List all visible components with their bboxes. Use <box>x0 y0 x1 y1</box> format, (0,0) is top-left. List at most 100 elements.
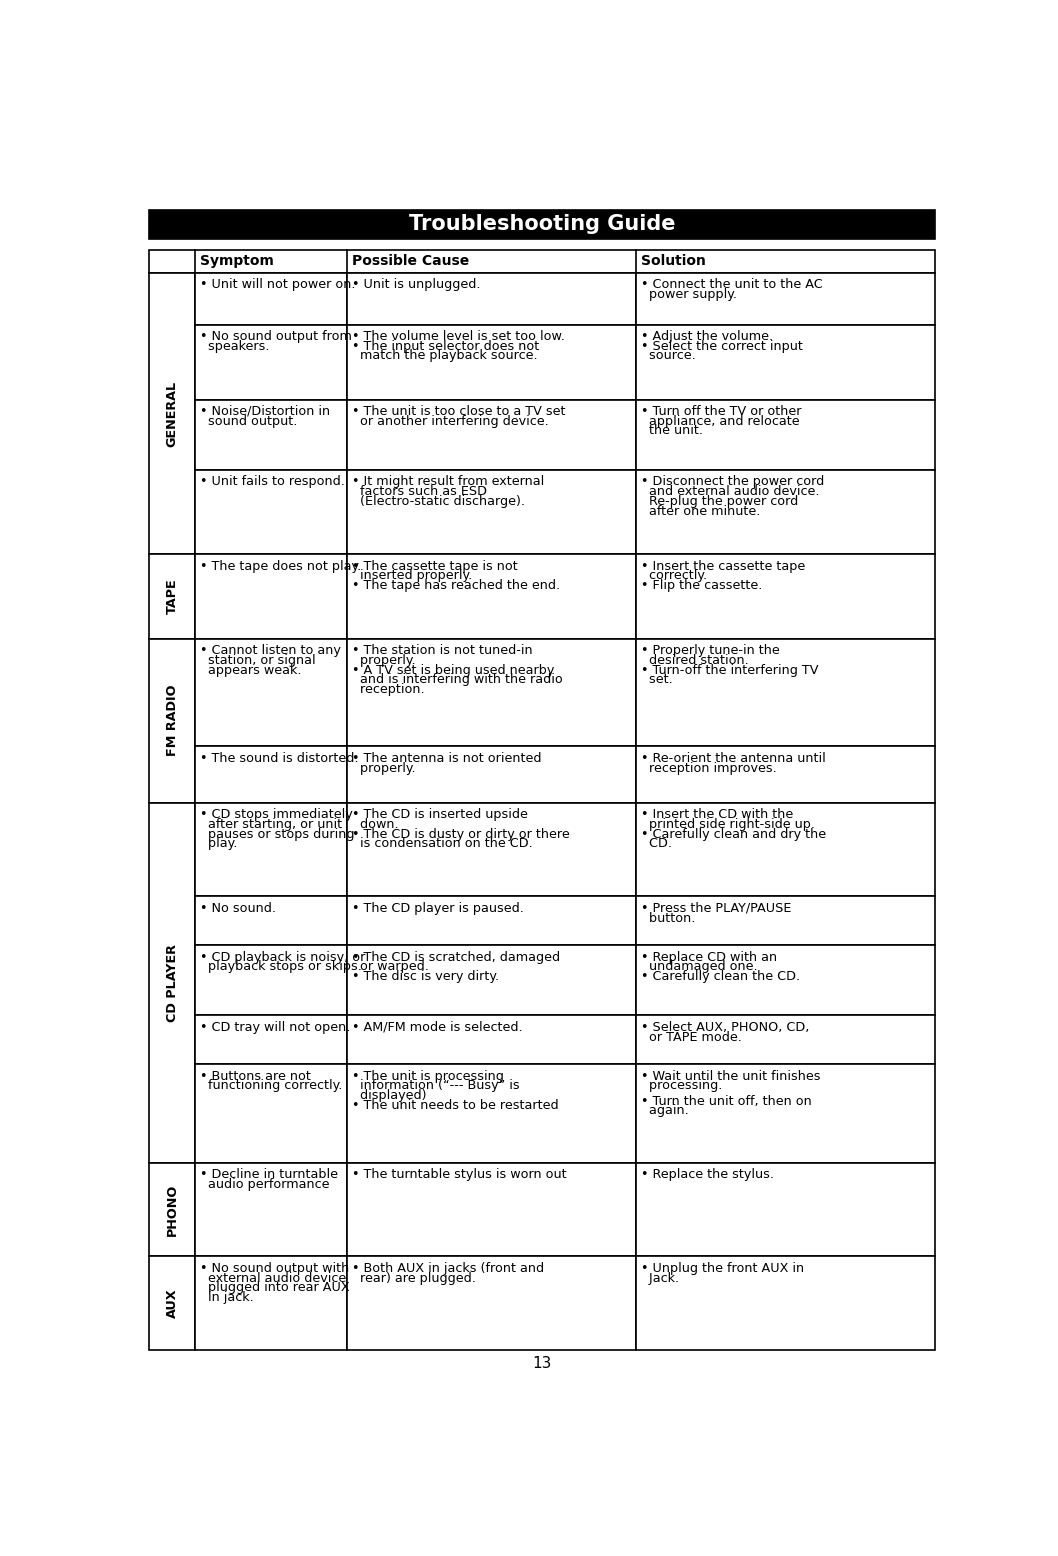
Text: • Carefully clean and dry the: • Carefully clean and dry the <box>641 828 826 840</box>
Text: appears weak.: appears weak. <box>200 663 302 677</box>
Text: TAPE: TAPE <box>166 579 179 615</box>
Bar <box>347 1256 636 1351</box>
Bar <box>195 272 347 325</box>
Text: • The unit is too close to a TV set: • The unit is too close to a TV set <box>352 405 565 419</box>
Text: • Replace the stylus.: • Replace the stylus. <box>641 1169 774 1181</box>
Text: down.: down. <box>352 818 399 831</box>
Text: button.: button. <box>641 912 695 924</box>
Text: • Turn the unit off, then on: • Turn the unit off, then on <box>641 1094 811 1108</box>
Text: • Press the PLAY/PAUSE: • Press the PLAY/PAUSE <box>641 902 791 915</box>
Text: • No sound output from: • No sound output from <box>200 330 352 342</box>
Text: • It might result from external: • It might result from external <box>352 475 544 489</box>
Text: processing.: processing. <box>641 1080 723 1092</box>
Text: • The volume level is set too low.: • The volume level is set too low. <box>352 330 565 342</box>
Text: external audio device: external audio device <box>200 1271 347 1285</box>
Text: • The unit needs to be restarted: • The unit needs to be restarted <box>352 1099 559 1113</box>
Text: play.: play. <box>200 837 238 851</box>
Bar <box>347 944 636 1016</box>
Text: CD.: CD. <box>641 837 672 851</box>
Text: inserted properly.: inserted properly. <box>352 569 472 582</box>
Bar <box>347 1162 636 1256</box>
Text: • The cassette tape is not: • The cassette tape is not <box>352 560 517 573</box>
Bar <box>195 1256 347 1351</box>
Text: • The unit is processing: • The unit is processing <box>352 1069 504 1083</box>
Text: • Noise/Distortion in: • Noise/Distortion in <box>200 405 330 419</box>
Bar <box>636 896 935 944</box>
Bar <box>347 1064 636 1162</box>
Text: reception.: reception. <box>352 683 424 696</box>
Bar <box>195 470 347 554</box>
Text: CD PLAYER: CD PLAYER <box>166 944 179 1022</box>
Text: in jack.: in jack. <box>200 1291 254 1304</box>
Text: • A TV set is being used nearby: • A TV set is being used nearby <box>352 663 554 677</box>
Text: 13: 13 <box>532 1355 552 1371</box>
Text: • No sound output with: • No sound output with <box>200 1262 349 1274</box>
Text: correctly.: correctly. <box>641 569 708 582</box>
Text: • No sound.: • No sound. <box>200 902 276 915</box>
Bar <box>347 638 636 747</box>
Text: • Unit is unplugged.: • Unit is unplugged. <box>352 279 480 291</box>
Text: Troubleshooting Guide: Troubleshooting Guide <box>409 215 675 235</box>
Text: and external audio device.: and external audio device. <box>641 485 820 498</box>
Text: Re-plug the power cord: Re-plug the power cord <box>641 495 799 507</box>
Bar <box>347 554 636 638</box>
Text: • The sound is distorted.: • The sound is distorted. <box>200 752 359 766</box>
Text: • The input selector does not: • The input selector does not <box>352 339 540 353</box>
Bar <box>636 554 935 638</box>
Text: • Connect the unit to the AC: • Connect the unit to the AC <box>641 279 823 291</box>
Bar <box>149 1162 195 1256</box>
Bar <box>195 554 347 638</box>
Bar <box>347 400 636 470</box>
Bar <box>636 944 935 1016</box>
Text: set.: set. <box>641 674 673 686</box>
Bar <box>149 210 935 240</box>
Text: pauses or stops during: pauses or stops during <box>200 828 354 840</box>
Text: • The CD is inserted upside: • The CD is inserted upside <box>352 808 528 822</box>
Text: again.: again. <box>641 1105 689 1117</box>
Text: PHONO: PHONO <box>166 1184 179 1235</box>
Bar <box>636 1162 935 1256</box>
Bar <box>195 747 347 803</box>
Text: station, or signal: station, or signal <box>200 654 316 668</box>
Text: • Decline in turntable: • Decline in turntable <box>200 1169 339 1181</box>
Bar <box>195 638 347 747</box>
Text: • Disconnect the power cord: • Disconnect the power cord <box>641 475 824 489</box>
Text: • Cannot listen to any: • Cannot listen to any <box>200 644 341 657</box>
Text: properly.: properly. <box>352 654 416 668</box>
Text: • Select AUX, PHONO, CD,: • Select AUX, PHONO, CD, <box>641 1021 809 1033</box>
Text: after one minute.: after one minute. <box>641 504 761 518</box>
Text: displayed): displayed) <box>352 1089 426 1102</box>
Text: • CD tray will not open.: • CD tray will not open. <box>200 1021 350 1033</box>
Text: or another interfering device.: or another interfering device. <box>352 415 549 428</box>
Bar <box>149 554 195 638</box>
Text: information (“--- Busy” is: information (“--- Busy” is <box>352 1080 519 1092</box>
Bar <box>636 747 935 803</box>
Text: • Select the correct input: • Select the correct input <box>641 339 803 353</box>
Bar <box>149 1256 195 1351</box>
Bar <box>636 470 935 554</box>
Bar <box>149 803 195 1162</box>
Text: rear) are plugged.: rear) are plugged. <box>352 1271 476 1285</box>
Text: • Replace CD with an: • Replace CD with an <box>641 951 778 963</box>
Text: after starting, or unit: after starting, or unit <box>200 818 343 831</box>
Bar <box>195 400 347 470</box>
Text: • Turn-off the interfering TV: • Turn-off the interfering TV <box>641 663 819 677</box>
Text: plugged into rear AUX: plugged into rear AUX <box>200 1282 350 1295</box>
Text: • CD playback is noisy, or: • CD playback is noisy, or <box>200 951 366 963</box>
Text: speakers.: speakers. <box>200 339 270 353</box>
Text: properly.: properly. <box>352 761 416 775</box>
Text: functioning correctly.: functioning correctly. <box>200 1080 343 1092</box>
Bar <box>149 272 195 554</box>
Text: • The CD is dusty or dirty or there: • The CD is dusty or dirty or there <box>352 828 569 840</box>
Text: factors such as ESD: factors such as ESD <box>352 485 487 498</box>
Text: • Unit fails to respond.: • Unit fails to respond. <box>200 475 345 489</box>
Bar <box>636 1256 935 1351</box>
Bar <box>195 1016 347 1064</box>
Bar <box>195 1162 347 1256</box>
Bar <box>347 803 636 896</box>
Bar <box>636 803 935 896</box>
Bar <box>347 896 636 944</box>
Text: the unit.: the unit. <box>641 425 704 437</box>
Text: • The CD player is paused.: • The CD player is paused. <box>352 902 524 915</box>
Text: • The tape has reached the end.: • The tape has reached the end. <box>352 579 560 593</box>
